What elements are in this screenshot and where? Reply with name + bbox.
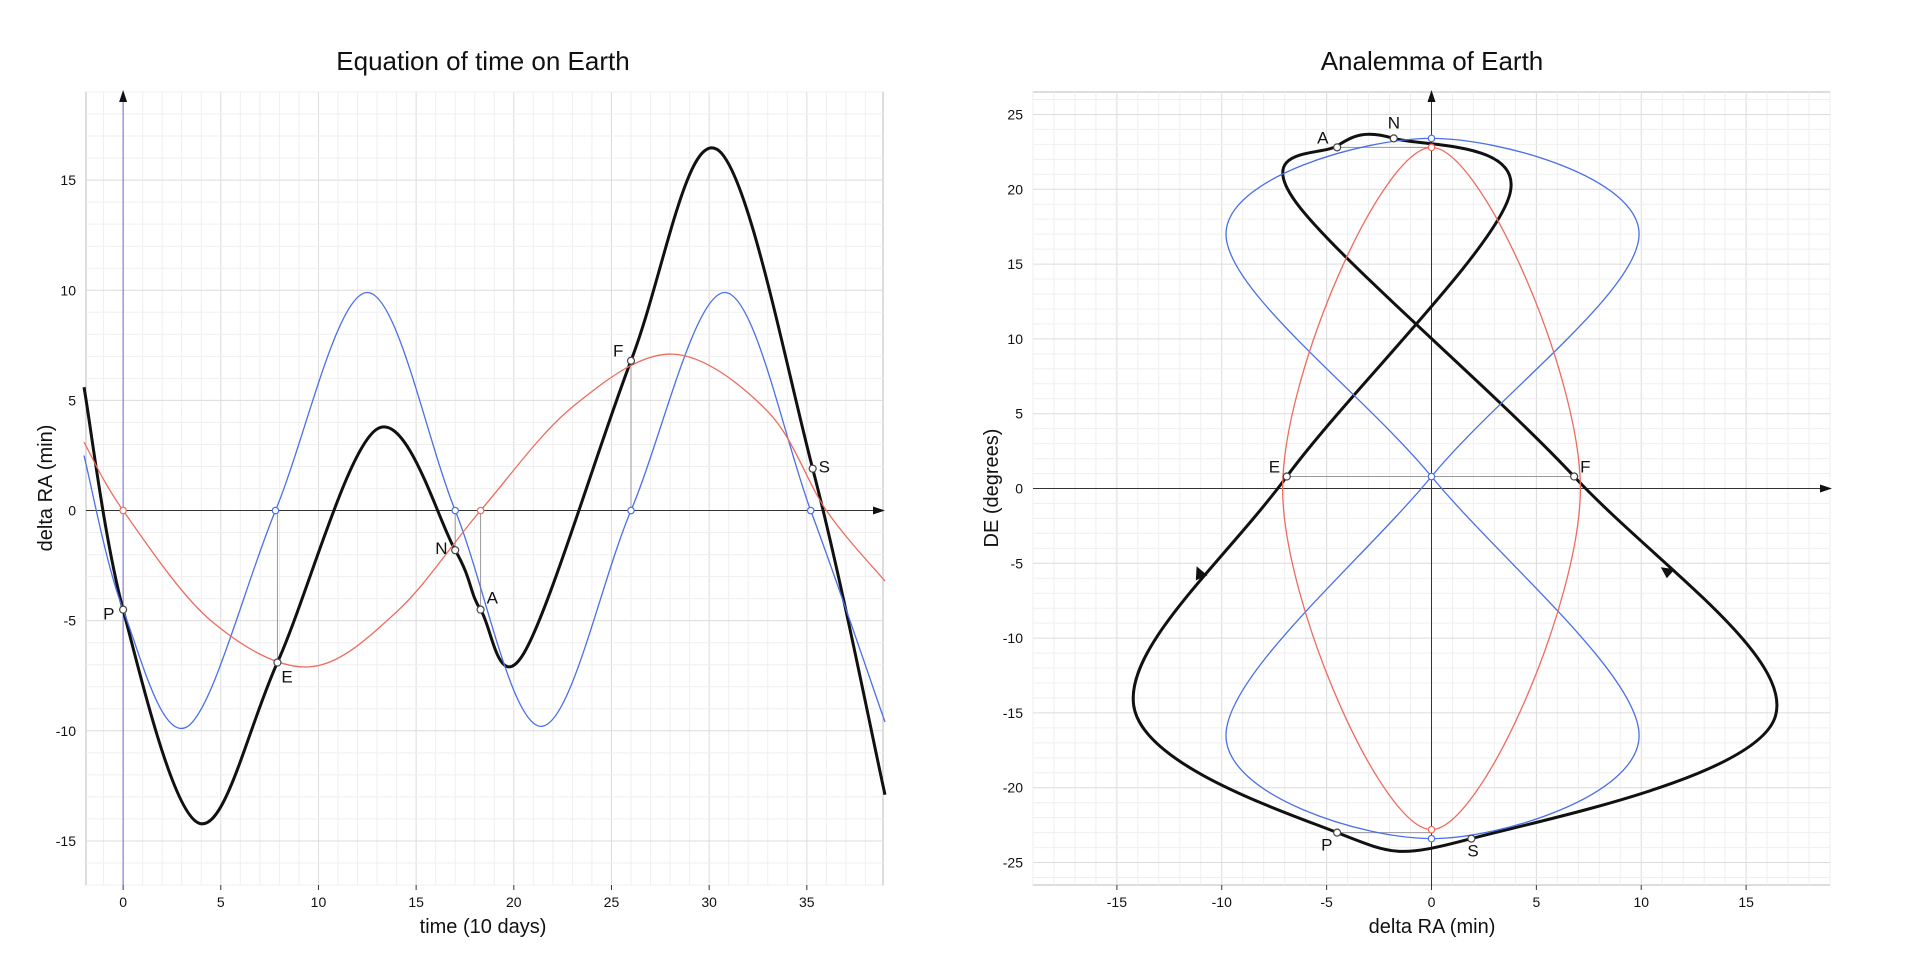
- x-tick-label: -5: [1320, 894, 1333, 910]
- x-axis-arrow: [1820, 484, 1832, 493]
- x-tick-label: -15: [1107, 894, 1127, 910]
- chart-analemma-axes: [1033, 90, 1832, 885]
- point-F: [626, 356, 636, 365]
- y-tick-label: -15: [1003, 705, 1023, 721]
- x-tick-label: 35: [799, 894, 815, 910]
- point-label-P: P: [103, 605, 114, 624]
- chart-eot-grid: [86, 91, 883, 886]
- zero-crossing-marker: [271, 506, 280, 515]
- y-tick-label: -25: [1003, 855, 1023, 871]
- y-tick-label: -5: [1011, 555, 1024, 571]
- point-S: [808, 464, 817, 473]
- point-A: [1333, 143, 1342, 152]
- point-A: [476, 605, 485, 614]
- axis-crossing-marker: [1427, 143, 1436, 152]
- y-tick-label: 0: [1015, 481, 1023, 497]
- point-label-F: F: [613, 342, 623, 361]
- axis-crossing-marker: [1427, 825, 1436, 834]
- chart-analemma-ylabel: DE (degrees): [981, 429, 1003, 548]
- chart-analemma-points: A N E F P S: [1195, 113, 1675, 861]
- x-tick-label: 10: [1633, 894, 1649, 910]
- point-label-A: A: [1317, 128, 1329, 147]
- y-tick-label: 5: [68, 392, 76, 408]
- x-tick-label: 25: [604, 894, 620, 910]
- zero-crossing-marker: [119, 506, 127, 515]
- axis-crossing-marker: [1427, 134, 1436, 143]
- axis-crossing-marker: [1427, 472, 1436, 481]
- chart-analemma-title: Analemma of Earth: [1321, 46, 1544, 76]
- point-label-N: N: [435, 539, 447, 558]
- chart-eot-ticks: 0 5 10 15 20 25 30 35 -15 -10 -5 0 5 10 15: [56, 172, 815, 910]
- point-P: [1333, 828, 1342, 837]
- point-F: [1570, 472, 1579, 481]
- y-tick-label: -10: [56, 723, 76, 739]
- y-tick-label: 5: [1015, 406, 1023, 422]
- chart-eot: Equation of time on Earth P E N A F S 0 5 10 15 2…: [35, 46, 887, 938]
- point-label-S: S: [1467, 842, 1478, 861]
- y-tick-label: 10: [1007, 331, 1023, 347]
- zero-crossing-marker: [476, 506, 485, 515]
- x-tick-label: -10: [1212, 894, 1232, 910]
- chart-eot-guides: [276, 360, 632, 663]
- axis-crossing-marker: [1427, 834, 1436, 843]
- series-line-1: [83, 291, 886, 730]
- chart-eot-title: Equation of time on Earth: [336, 46, 629, 76]
- direction-arrow-down: [1660, 567, 1675, 579]
- x-tick-label: 15: [408, 894, 424, 910]
- point-E: [273, 658, 282, 667]
- chart-analemma: Analemma of Earth ANE FP S -15 -10 -5 0 5 10 15-…: [981, 46, 1832, 938]
- y-tick-label: -10: [1003, 630, 1023, 646]
- y-tick-label: 20: [1007, 181, 1023, 197]
- x-tick-label: 0: [1428, 894, 1436, 910]
- point-label-F: F: [1580, 458, 1590, 477]
- point-S: [1467, 834, 1476, 843]
- y-axis-arrow: [1427, 90, 1436, 102]
- point-label-E: E: [1269, 458, 1280, 477]
- chart-analemma-xlabel: delta RA (min): [1369, 916, 1496, 938]
- y-tick-label: 0: [68, 503, 76, 519]
- series-line-0: [1131, 132, 1779, 853]
- point-label-P: P: [1321, 836, 1332, 855]
- x-tick-label: 5: [1532, 894, 1540, 910]
- y-tick-label: -5: [64, 613, 77, 629]
- chart-analemma-ticks: -15 -10 -5 0 5 10 15 -25 -20 -15 -10 -5 0 5 10 15 20 25: [1003, 106, 1754, 910]
- y-tick-label: -15: [56, 833, 76, 849]
- y-tick-label: -20: [1003, 780, 1023, 796]
- zero-crossing-marker: [627, 506, 635, 515]
- x-tick-label: 10: [311, 894, 327, 910]
- point-E: [1282, 472, 1291, 481]
- y-tick-label: 15: [1007, 256, 1023, 272]
- point-P: [119, 605, 128, 614]
- y-tick-label: 10: [60, 282, 76, 298]
- x-tick-label: 15: [1738, 894, 1754, 910]
- series-line-0: [82, 146, 887, 826]
- y-tick-label: 25: [1007, 106, 1023, 122]
- chart-eot-ylabel: delta RA (min): [35, 425, 57, 552]
- chart-eot-points: P E N A F S: [103, 342, 830, 687]
- y-tick-label: 15: [60, 172, 76, 188]
- x-tick-label: 0: [119, 894, 127, 910]
- y-axis-arrow: [119, 90, 128, 102]
- x-tick-label: 30: [701, 894, 717, 910]
- point-label-S: S: [819, 458, 830, 477]
- point-label-A: A: [487, 589, 499, 608]
- point-label-E: E: [281, 668, 292, 687]
- point-N: [1389, 134, 1398, 143]
- x-tick-label: 5: [217, 894, 225, 910]
- zero-crossing-marker: [451, 506, 459, 515]
- point-N: [451, 546, 460, 555]
- point-label-N: N: [1388, 113, 1400, 132]
- chart-eot-xlabel: time (10 days): [420, 916, 547, 938]
- x-tick-label: 20: [506, 894, 522, 910]
- zero-crossing-marker: [806, 506, 815, 515]
- x-axis-arrow: [873, 506, 885, 515]
- direction-arrow-up: [1195, 566, 1208, 581]
